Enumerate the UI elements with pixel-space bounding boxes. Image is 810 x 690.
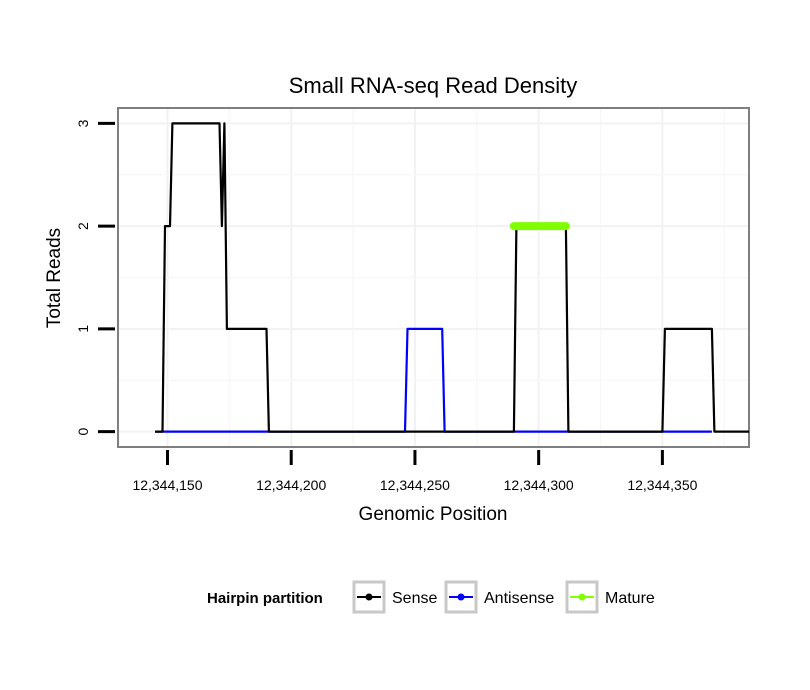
- x-tick-label: 12,344,250: [380, 477, 450, 493]
- legend-items: Sense Antisense Mature: [352, 580, 655, 614]
- legend-label-sense: Sense: [392, 590, 437, 607]
- y-tick-label: 3: [75, 119, 91, 127]
- grid-lines: [119, 109, 748, 446]
- y-tick-label: 0: [75, 427, 91, 435]
- y-tick-label: 2: [75, 222, 91, 230]
- x-tick-label: 12,344,350: [627, 477, 697, 493]
- legend-title: Hairpin partition: [207, 590, 323, 607]
- legend-label-antisense: Antisense: [484, 590, 554, 607]
- x-tick-label: 12,344,200: [256, 477, 326, 493]
- x-tick-label: 12,344,150: [132, 477, 202, 493]
- legend-key-point: [365, 593, 373, 601]
- series-line-sense: [155, 122, 749, 433]
- chart-title: Small RNA-seq Read Density: [289, 73, 578, 98]
- x-axis-title: Genomic Position: [359, 504, 508, 525]
- legend: Hairpin partition Sense Antisense Mature: [207, 580, 655, 614]
- series-lines: [155, 122, 749, 433]
- y-tick-label: 1: [75, 325, 91, 333]
- x-tick-label: 12,344,300: [504, 477, 574, 493]
- axes: 12,344,150 12,344,200 12,344,250 12,344,300…: [75, 119, 698, 493]
- legend-key-point: [457, 593, 465, 601]
- legend-label-mature: Mature: [605, 590, 655, 607]
- legend-key-point: [578, 593, 586, 601]
- y-axis-title: Total Reads: [44, 228, 65, 328]
